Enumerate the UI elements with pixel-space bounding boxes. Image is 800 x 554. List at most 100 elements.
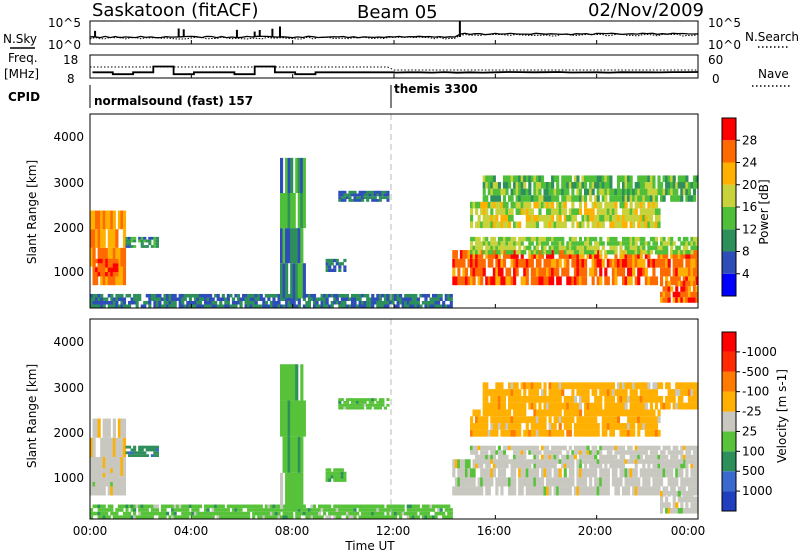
echo-cell-3 (120, 293, 124, 298)
echo-cell-7 (581, 486, 585, 496)
echo-cell-2 (153, 445, 157, 449)
echo-cell-7 (566, 486, 570, 496)
echo-cell-8 (571, 241, 575, 246)
echo-cell-3 (366, 504, 370, 509)
echo-cell-8 (629, 450, 633, 455)
echo-cell-7 (525, 468, 529, 478)
echo-cell-3 (414, 508, 418, 512)
echo-cell-3 (366, 304, 370, 308)
echo-cell-7 (662, 459, 666, 469)
echo-cell-9 (556, 409, 560, 417)
echo-cell-0 (112, 229, 116, 248)
echo-cell-4 (280, 400, 284, 437)
echo-cell-8 (591, 450, 595, 455)
echo-cell-3 (193, 297, 197, 301)
echo-cell-3 (285, 508, 289, 512)
echo-cell-10 (622, 402, 626, 410)
echo-cell-8 (508, 445, 512, 451)
echo-cell-7 (464, 267, 469, 277)
echo-cell-3 (280, 297, 284, 301)
echo-cell-3 (150, 511, 154, 516)
echo-cell-1 (107, 472, 111, 478)
echo-cell-9 (622, 208, 626, 215)
echo-cell-10 (589, 182, 593, 189)
echo-cell-11 (680, 280, 684, 287)
echo-cell-7 (596, 258, 600, 268)
echo-cell-7 (571, 276, 575, 286)
echo-cell-3 (244, 504, 248, 509)
echo-cell-7 (563, 267, 567, 277)
echo-cell-7 (690, 459, 694, 469)
echo-cell-11 (695, 297, 699, 303)
echo-cell-3 (135, 504, 139, 509)
echo-cell-10 (495, 195, 499, 202)
echo-cell-10 (599, 188, 603, 196)
echo-cell-4 (295, 436, 299, 473)
echo-cell-6 (363, 403, 367, 407)
echo-cell-1 (107, 272, 111, 277)
echo-cell-10 (692, 188, 697, 196)
echo-cell-8 (594, 245, 598, 251)
echo-cell-10 (490, 182, 494, 189)
echo-cell-6 (348, 193, 352, 197)
echo-cell-2 (125, 242, 129, 246)
echo-cell-3 (416, 297, 420, 301)
echo-cell-8 (472, 236, 476, 242)
echo-cell-6 (340, 193, 344, 197)
echo-cell-9 (515, 423, 519, 430)
echo-cell-7 (680, 459, 684, 469)
echo-cell-7 (639, 258, 643, 268)
echo-cell-7 (639, 468, 643, 478)
echo-cell-10 (647, 182, 651, 189)
echo-cell-7 (561, 477, 565, 487)
echo-cell-3 (110, 293, 114, 298)
echo-cell-3 (168, 504, 172, 509)
echo-cell-8 (573, 250, 577, 255)
echo-cell-6 (386, 190, 390, 194)
echo-cell-10 (568, 395, 572, 403)
echo-cell-3 (358, 304, 362, 308)
echo-cell-3 (95, 504, 99, 509)
echo-cell-10 (599, 182, 603, 189)
echo-cell-8 (596, 241, 600, 246)
echo-cell-6 (353, 403, 357, 407)
echo-cell-10 (561, 389, 565, 396)
echo-cell-8 (533, 459, 537, 464)
echo-cell-7 (452, 468, 456, 478)
echo-cell-3 (399, 297, 403, 301)
echo-cell-7 (667, 258, 671, 268)
echo-cell-3 (318, 515, 322, 519)
echo-cell-8 (528, 236, 532, 242)
echo-cell-9 (629, 416, 633, 424)
echo-cell-10 (497, 182, 501, 189)
echo-cell-5 (335, 475, 339, 479)
echo-cell-3 (411, 504, 415, 509)
echo-cell-3 (140, 504, 144, 509)
echo-cell-8 (482, 250, 486, 255)
echo-cell-7 (586, 486, 590, 496)
echo-cell-7 (492, 276, 496, 286)
echo-cell-8 (682, 241, 686, 246)
echo-cell-3 (343, 508, 347, 512)
echo-cell-8 (475, 459, 479, 464)
echo-cell-0 (120, 266, 124, 286)
echo-cell-8 (675, 450, 679, 455)
echo-cell-7 (642, 459, 646, 469)
echo-cell-3 (318, 304, 322, 308)
echo-cell-7 (578, 477, 583, 487)
echo-cell-3 (414, 504, 418, 509)
echo-cell-10 (599, 402, 603, 410)
echo-cell-0 (90, 210, 94, 230)
echo-cell-10 (530, 195, 534, 202)
echo-cell-3 (401, 297, 405, 301)
echo-cell-3 (204, 293, 208, 298)
echo-cell-3 (95, 297, 99, 301)
echo-cell-8 (508, 245, 512, 251)
echo-cell-2 (133, 454, 137, 458)
noise-left-label: N.Sky (3, 32, 37, 46)
echo-cell-7 (616, 267, 621, 277)
echo-cell-8 (573, 241, 577, 246)
echo-cell-3 (368, 297, 372, 301)
echo-cell-10 (649, 188, 653, 196)
echo-cell-10 (523, 395, 527, 403)
